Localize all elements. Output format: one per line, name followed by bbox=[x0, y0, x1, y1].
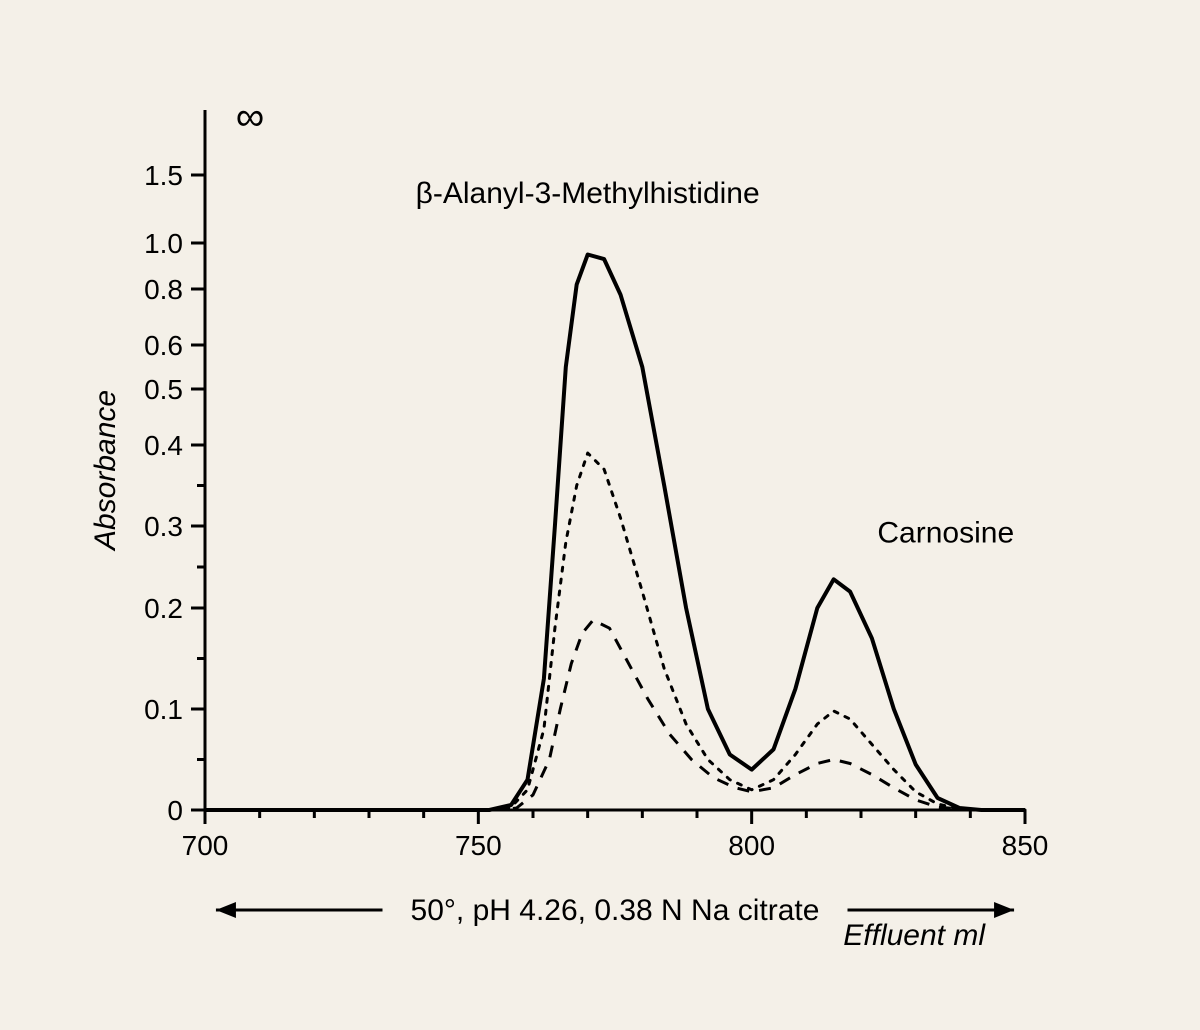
series-dashed bbox=[205, 620, 1025, 810]
y-tick-label: 1.0 bbox=[144, 228, 183, 259]
x-tick-label: 700 bbox=[182, 830, 229, 861]
y-tick-label: 0.4 bbox=[144, 430, 183, 461]
x-tick-label: 750 bbox=[455, 830, 502, 861]
y-tick-label: 0.2 bbox=[144, 593, 183, 624]
chromatogram-chart: 700 750 800 850 0 0.1 0.2 0.3 0.4 0.5 0.6 0.8 1.0 1.5… bbox=[0, 0, 1200, 1030]
y-tick-label: 0.6 bbox=[144, 330, 183, 361]
arrow-left-icon bbox=[216, 902, 236, 918]
y-axis-title: Absorbance bbox=[89, 390, 122, 552]
x-tick-label: 800 bbox=[728, 830, 775, 861]
peak-label-carnosine: Carnosine bbox=[877, 516, 1014, 549]
peak-label-anserine: β-Alanyl-3-Methylhistidine bbox=[416, 177, 760, 210]
y-tick-label: 0.1 bbox=[144, 694, 183, 725]
y-tick-label: 0 bbox=[167, 795, 183, 826]
series-dotted bbox=[205, 453, 1025, 810]
y-tick-label: 1.5 bbox=[144, 160, 183, 191]
y-tick-label: 0.8 bbox=[144, 274, 183, 305]
y-tick-label: 0.5 bbox=[144, 374, 183, 405]
infinity-symbol: ∞ bbox=[236, 95, 265, 139]
arrow-right-icon bbox=[994, 902, 1014, 918]
y-tick-label: 0.3 bbox=[144, 511, 183, 542]
x-tick-label: 850 bbox=[1002, 830, 1049, 861]
condition-label: 50°, pH 4.26, 0.38 N Na citrate bbox=[411, 894, 820, 927]
x-axis-title: Effluent ml bbox=[843, 919, 986, 952]
